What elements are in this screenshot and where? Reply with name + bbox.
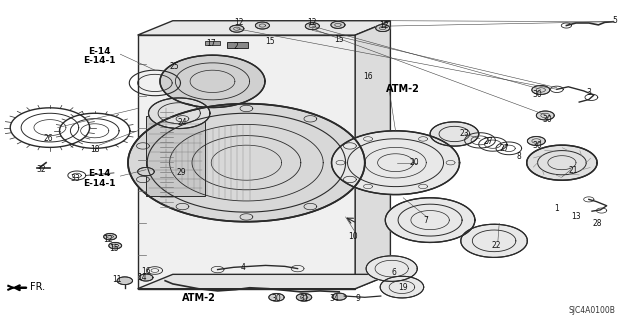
Text: E-14: E-14 — [88, 169, 111, 178]
Polygon shape — [104, 234, 116, 240]
Text: 26: 26 — [43, 134, 53, 143]
Polygon shape — [461, 224, 527, 257]
Polygon shape — [148, 98, 210, 129]
Text: 30: 30 — [532, 141, 543, 150]
Polygon shape — [139, 274, 153, 281]
Text: 2: 2 — [233, 42, 238, 51]
Text: 7: 7 — [423, 216, 428, 225]
Text: 30: 30 — [271, 294, 282, 303]
Text: 33: 33 — [70, 174, 81, 183]
Text: E-14: E-14 — [88, 47, 111, 56]
Text: 19: 19 — [398, 283, 408, 292]
Text: 27: 27 — [483, 137, 493, 146]
Text: 25: 25 — [169, 63, 179, 71]
Text: 11: 11 — [113, 275, 122, 284]
Text: FR.: FR. — [30, 282, 45, 292]
Text: 12: 12 — [234, 18, 243, 27]
Text: 16: 16 — [363, 72, 373, 81]
Text: SJC4A0100B: SJC4A0100B — [568, 306, 616, 315]
Text: 30: 30 — [542, 115, 552, 124]
Text: 18: 18 — [90, 145, 99, 154]
Polygon shape — [138, 167, 154, 176]
Text: 34: 34 — [330, 294, 340, 303]
Polygon shape — [138, 35, 355, 289]
Polygon shape — [138, 21, 390, 35]
Text: 23: 23 — [459, 130, 469, 138]
Text: 30: 30 — [532, 90, 543, 99]
Polygon shape — [296, 293, 312, 301]
Text: 5: 5 — [612, 16, 617, 25]
FancyBboxPatch shape — [227, 42, 248, 48]
Polygon shape — [332, 131, 460, 195]
Polygon shape — [536, 111, 554, 120]
Polygon shape — [380, 276, 424, 298]
Text: 9: 9 — [356, 294, 361, 303]
Text: 4: 4 — [241, 263, 246, 272]
Text: 24: 24 — [177, 118, 188, 127]
Polygon shape — [269, 293, 284, 301]
Text: E-14-1: E-14-1 — [83, 179, 115, 188]
Polygon shape — [532, 85, 550, 94]
Text: 21: 21 — [568, 166, 577, 175]
Polygon shape — [527, 137, 545, 145]
Polygon shape — [109, 242, 122, 249]
Text: 32: 32 — [36, 165, 47, 174]
Text: 15: 15 — [334, 35, 344, 44]
Text: 14: 14 — [137, 273, 147, 282]
Text: 12: 12 — [308, 18, 317, 27]
Polygon shape — [160, 55, 265, 108]
Text: ATM-2: ATM-2 — [182, 293, 215, 303]
Text: 10: 10 — [348, 232, 358, 241]
Polygon shape — [230, 25, 244, 32]
Polygon shape — [128, 104, 365, 222]
Text: 8: 8 — [516, 152, 521, 161]
Polygon shape — [331, 21, 345, 28]
Text: 15: 15 — [265, 37, 275, 46]
Polygon shape — [385, 198, 475, 242]
Text: 12: 12 — [103, 235, 112, 244]
Polygon shape — [527, 145, 597, 180]
Polygon shape — [305, 23, 319, 30]
Text: 28: 28 — [593, 219, 602, 228]
Text: 31: 31 — [299, 294, 309, 303]
Text: 12: 12 — [380, 21, 388, 30]
Text: 13: 13 — [571, 212, 581, 221]
Text: 3: 3 — [586, 88, 591, 97]
Text: 6: 6 — [391, 268, 396, 277]
Text: 17: 17 — [206, 39, 216, 48]
Bar — [146, 116, 205, 196]
FancyBboxPatch shape — [205, 41, 220, 45]
Text: 27: 27 — [499, 144, 509, 153]
Text: 29: 29 — [176, 168, 186, 177]
Text: 20: 20 — [410, 158, 420, 167]
Text: E-14-1: E-14-1 — [83, 56, 115, 65]
Polygon shape — [376, 25, 390, 32]
Polygon shape — [366, 256, 417, 281]
Polygon shape — [138, 274, 390, 289]
Text: 22: 22 — [492, 241, 500, 250]
Polygon shape — [332, 293, 346, 300]
Polygon shape — [117, 277, 132, 285]
Polygon shape — [255, 22, 269, 29]
Polygon shape — [355, 21, 390, 289]
Text: 1: 1 — [554, 204, 559, 213]
Text: ATM-2: ATM-2 — [387, 84, 420, 94]
Polygon shape — [430, 122, 479, 146]
Text: 16: 16 — [141, 267, 151, 276]
Text: 15: 15 — [109, 244, 119, 253]
